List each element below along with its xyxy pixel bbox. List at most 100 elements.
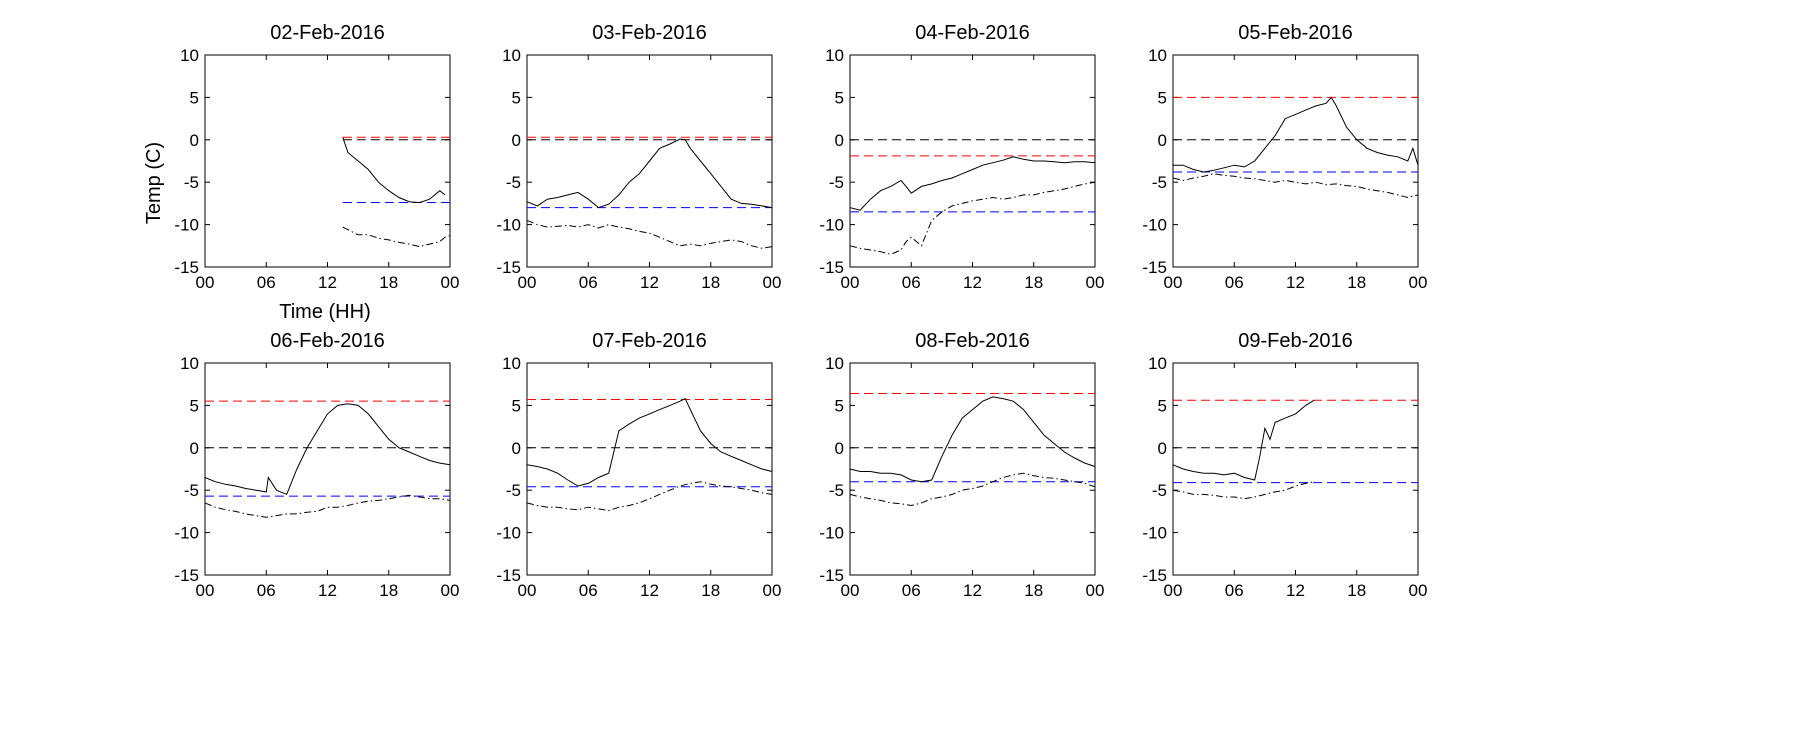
axes-frame [204,362,451,576]
x-tick-label: 18 [1024,273,1043,292]
y-tick-label: 5 [1158,396,1167,415]
y-tick-label: 0 [512,131,521,150]
x-tick-label: 00 [518,581,537,600]
x-tick-label: 00 [841,273,860,292]
y-tick-label: -10 [174,216,199,235]
x-tick-label: 06 [1225,273,1244,292]
y-tick-label: 0 [190,131,199,150]
y-tick-label: -10 [1142,524,1167,543]
axes-frame [849,362,1096,576]
axes-frame [204,54,451,268]
x-axis-label: Time (HH) [279,301,370,323]
x-tick-label: 12 [640,581,659,600]
subplot-title: 09-Feb-2016 [1238,330,1353,352]
temperature-line [849,156,1096,211]
y-tick-label: -5 [506,481,521,500]
x-tick-label: 12 [318,273,337,292]
y-tick-label: -10 [174,524,199,543]
x-tick-label: 00 [441,273,460,292]
y-tick-label: -15 [174,258,199,277]
y-tick-label: 5 [190,396,199,415]
y-tick-label: 0 [190,439,199,458]
y-tick-label: 10 [502,46,521,65]
x-tick-label: 18 [701,273,720,292]
x-tick-label: 00 [1086,273,1105,292]
x-tick-label: 00 [196,581,215,600]
x-tick-label: 06 [902,581,921,600]
x-tick-label: 06 [579,581,598,600]
y-tick-label: -5 [184,481,199,500]
subplot-title: 05-Feb-2016 [1238,22,1353,44]
x-tick-label: 00 [1409,273,1428,292]
y-tick-label: 5 [835,88,844,107]
y-tick-label: 0 [512,439,521,458]
temperature-line [526,397,773,487]
y-tick-label: 10 [502,354,521,373]
subplot-title: 07-Feb-2016 [592,330,707,352]
x-tick-label: 06 [257,273,276,292]
x-tick-label: 18 [1347,581,1366,600]
y-tick-label: 5 [512,88,521,107]
y-tick-label: 10 [825,354,844,373]
dewpoint-line [526,219,773,249]
temperature-line [526,138,773,209]
y-tick-label: -5 [829,173,844,192]
x-tick-label: 00 [763,273,782,292]
x-tick-label: 00 [1164,273,1183,292]
subplot-title: 03-Feb-2016 [592,22,707,44]
y-tick-label: -10 [496,216,521,235]
x-tick-label: 00 [1409,581,1428,600]
temperature-line [849,396,1096,483]
x-tick-label: 18 [1347,273,1366,292]
y-tick-label: -10 [819,524,844,543]
x-tick-label: 18 [379,581,398,600]
y-tick-label: 0 [1158,131,1167,150]
subplot-title: 08-Feb-2016 [915,330,1030,352]
x-tick-label: 06 [1225,581,1244,600]
x-tick-label: 06 [902,273,921,292]
y-tick-label: 5 [190,88,199,107]
x-tick-label: 12 [1286,273,1305,292]
x-tick-label: 12 [318,581,337,600]
dewpoint-line [1172,173,1419,199]
y-tick-label: 0 [1158,439,1167,458]
x-tick-label: 18 [701,581,720,600]
x-tick-label: 00 [518,273,537,292]
y-tick-label: -10 [1142,216,1167,235]
y-tick-label: -15 [174,566,199,585]
y-tick-label: 10 [1148,354,1167,373]
axes-frame [526,362,773,576]
y-tick-label: -5 [829,481,844,500]
x-tick-label: 00 [196,273,215,292]
axes-frame [1172,362,1419,576]
subplot-title: 04-Feb-2016 [915,22,1030,44]
x-tick-label: 00 [1164,581,1183,600]
y-tick-label: -15 [819,566,844,585]
y-tick-label: -15 [496,258,521,277]
temperature-line [204,403,451,496]
x-tick-label: 12 [1286,581,1305,600]
y-tick-label: 10 [180,46,199,65]
y-tick-label: -15 [1142,566,1167,585]
y-tick-label: 0 [835,131,844,150]
dewpoint-line [204,494,451,518]
y-tick-label: -10 [496,524,521,543]
y-tick-label: 5 [835,396,844,415]
dewpoint-line [849,181,1096,255]
subplot-title: 06-Feb-2016 [270,330,385,352]
y-tick-label: -10 [819,216,844,235]
temperature-line [342,137,446,204]
temperature-line [1172,399,1315,481]
dewpoint-line [1172,481,1315,500]
x-tick-label: 06 [579,273,598,292]
y-tick-label: -15 [496,566,521,585]
